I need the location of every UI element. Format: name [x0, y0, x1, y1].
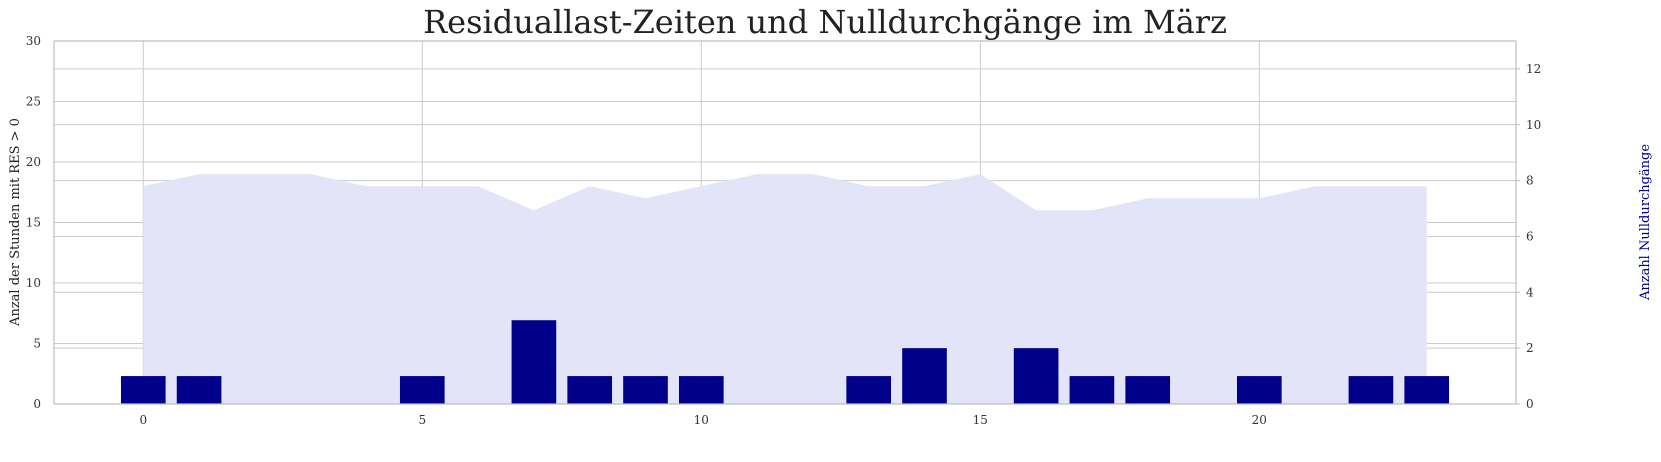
y-tick-label-right: 6: [1526, 229, 1534, 243]
y-tick-label-left: 5: [33, 337, 41, 351]
y-tick-label-left: 15: [26, 216, 41, 230]
y-tick-label-right: 2: [1526, 341, 1534, 355]
y-tick-label-left: 10: [26, 276, 41, 290]
x-tick-label: 10: [694, 413, 709, 427]
y-tick-label-left: 20: [26, 155, 41, 169]
y-axis-label-right: Anzahl Nulldurchgänge: [1638, 144, 1653, 301]
bar: [902, 348, 947, 404]
bar: [567, 376, 613, 404]
y-tick-label-left: 30: [26, 34, 41, 48]
x-tick-label: 5: [418, 413, 426, 427]
y-tick-label-right: 8: [1526, 174, 1534, 188]
x-tick-label: 15: [973, 413, 988, 427]
y-tick-label-right: 12: [1526, 62, 1541, 76]
bar: [1125, 376, 1171, 404]
bar: [176, 376, 222, 404]
y-tick-label-left: 25: [26, 95, 41, 109]
y-tick-label-right: 0: [1526, 397, 1534, 411]
bar: [1013, 348, 1059, 404]
bar: [623, 376, 668, 404]
bar: [1348, 376, 1394, 404]
tick-labels: 0 5 10 15 20 0 5 10 15 20 25 30 0 2 4 6 8 10 12: [26, 34, 1542, 427]
bar: [1236, 376, 1282, 404]
bar: [511, 320, 557, 404]
bar: [399, 376, 445, 404]
chart-title: Residuallast-Zeiten und Nulldurchgänge i…: [423, 3, 1227, 41]
bar: [1404, 376, 1450, 404]
x-tick-label: 20: [1252, 413, 1267, 427]
area-series: [143, 174, 1427, 404]
bar: [678, 376, 724, 404]
y-tick-label-left: 0: [33, 397, 41, 411]
area-fill: [143, 174, 1427, 404]
bar-series: [120, 320, 1450, 404]
y-axis-label-left: Anzal der Stunden mit RES > 0: [8, 118, 23, 327]
bar: [1069, 376, 1115, 404]
y-tick-label-right: 4: [1526, 285, 1534, 299]
x-tick-label: 0: [139, 413, 147, 427]
y-tick-label-right: 10: [1526, 118, 1541, 132]
bar: [120, 376, 166, 404]
axes: [53, 40, 1517, 405]
bar: [846, 376, 892, 404]
